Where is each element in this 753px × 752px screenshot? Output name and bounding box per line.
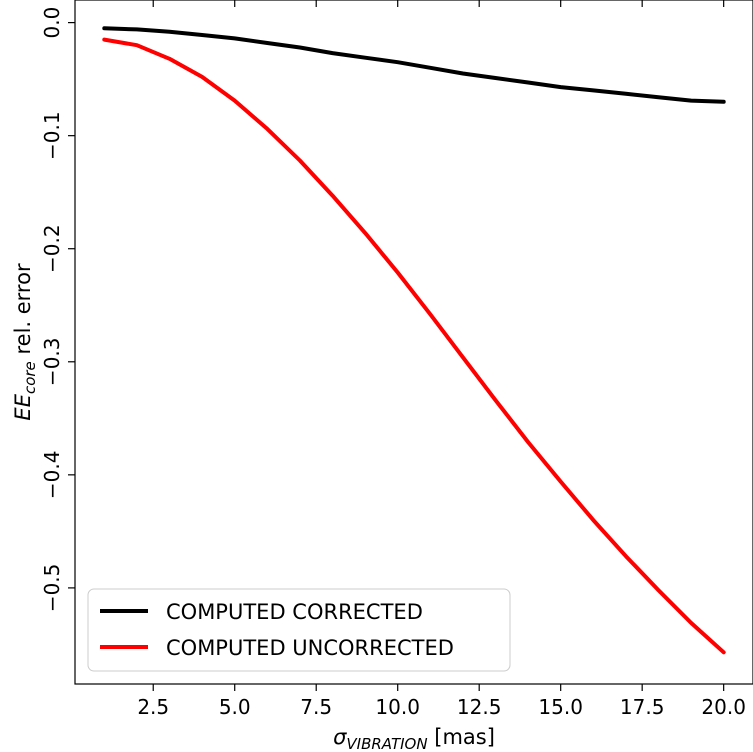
x-tick-label: 2.5 [137, 695, 169, 719]
x-tick-label: 20.0 [701, 695, 746, 719]
legend-label-uncorrected: COMPUTED UNCORRECTED [166, 636, 454, 660]
x-tick-label: 15.0 [538, 695, 583, 719]
y-axis-ticks: 0.0 −0.1 −0.2 −0.3 −0.4 −0.5 [40, 7, 75, 612]
x-axis-ticks: 2.5 5.0 7.5 10.0 12.5 15.0 17.5 20.0 [137, 0, 746, 719]
y-tick-label: −0.4 [40, 451, 64, 500]
legend-box [87, 588, 511, 672]
x-axis-label: σVIBRATION [mas] [333, 725, 495, 752]
legend-label-corrected: COMPUTED CORRECTED [166, 600, 423, 624]
y-tick-label: −0.5 [40, 564, 64, 613]
y-tick-label: −0.3 [40, 337, 64, 386]
legend: COMPUTED CORRECTED COMPUTED UNCORRECTED [87, 588, 511, 672]
x-tick-label: 12.5 [457, 695, 502, 719]
y-tick-label: −0.1 [40, 111, 64, 160]
series-line-uncorrected [102, 37, 726, 655]
x-tick-label: 5.0 [219, 695, 251, 719]
y-tick-label: −0.2 [40, 224, 64, 273]
series-lines [102, 26, 726, 655]
series-line-corrected [102, 26, 726, 104]
y-tick-label: 0.0 [40, 7, 64, 39]
y-axis-label: EEcore rel. error [11, 263, 39, 421]
x-tick-label: 7.5 [300, 695, 332, 719]
x-tick-label: 10.0 [375, 695, 420, 719]
plot-frame [74, 0, 753, 685]
x-tick-label: 17.5 [620, 695, 665, 719]
